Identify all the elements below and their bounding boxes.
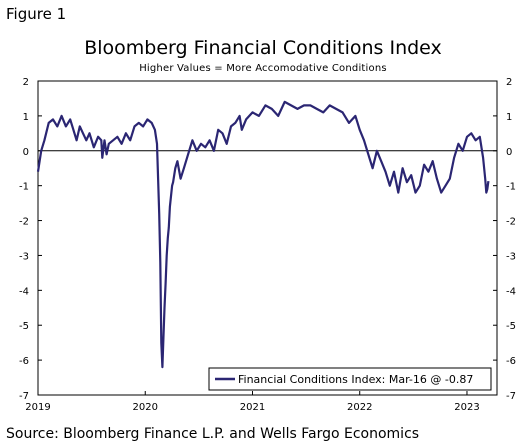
- y-tick-label-right: -6: [506, 356, 516, 367]
- legend-label: Financial Conditions Index: Mar-16 @ -0.…: [238, 373, 473, 386]
- y-tick-label-left: 2: [23, 77, 29, 88]
- y-tick-label-right: -1: [506, 182, 516, 193]
- y-tick-label-right: 1: [506, 112, 512, 123]
- legend-box: [208, 367, 492, 391]
- y-tick-label-left: -2: [19, 217, 29, 228]
- y-tick-label-right: -2: [506, 217, 516, 228]
- y-tick-label-left: -1: [19, 182, 29, 193]
- source-note: Source: Bloomberg Finance L.P. and Wells…: [6, 426, 420, 442]
- plot-frame: [37, 80, 498, 396]
- y-tick-label-left: -7: [19, 391, 29, 402]
- series-line: [36, 100, 490, 369]
- y-tick-label-left: 1: [23, 112, 29, 123]
- chart-plot-area: [36, 100, 490, 369]
- chart-axes: [37, 80, 498, 396]
- y-tick-label-right: -5: [506, 321, 516, 332]
- y-tick-label-right: -4: [506, 286, 516, 297]
- y-tick-label-right: 2: [506, 77, 512, 88]
- y-tick-label-left: -5: [19, 321, 29, 332]
- x-tick-label: 2019: [25, 402, 50, 413]
- y-tick-label-right: 0: [506, 147, 512, 158]
- y-tick-label-left: -6: [19, 356, 29, 367]
- y-tick-label-left: 0: [23, 147, 29, 158]
- chart-subtitle: Higher Values = More Accomodative Condit…: [139, 63, 387, 74]
- x-tick-label: 2020: [133, 402, 158, 413]
- y-tick-label-left: -4: [19, 286, 29, 297]
- figure-label: Figure 1: [6, 5, 67, 23]
- x-tick-label: 2023: [454, 402, 479, 413]
- chart-title: Bloomberg Financial Conditions Index: [84, 37, 442, 59]
- x-tick-label: 2022: [347, 402, 372, 413]
- y-tick-label-right: -3: [506, 251, 516, 262]
- chart-legend: Financial Conditions Index: Mar-16 @ -0.…: [208, 367, 492, 391]
- y-tick-label-right: -7: [506, 391, 516, 402]
- x-tick-label: 2021: [240, 402, 265, 413]
- y-tick-label-left: -3: [19, 251, 29, 262]
